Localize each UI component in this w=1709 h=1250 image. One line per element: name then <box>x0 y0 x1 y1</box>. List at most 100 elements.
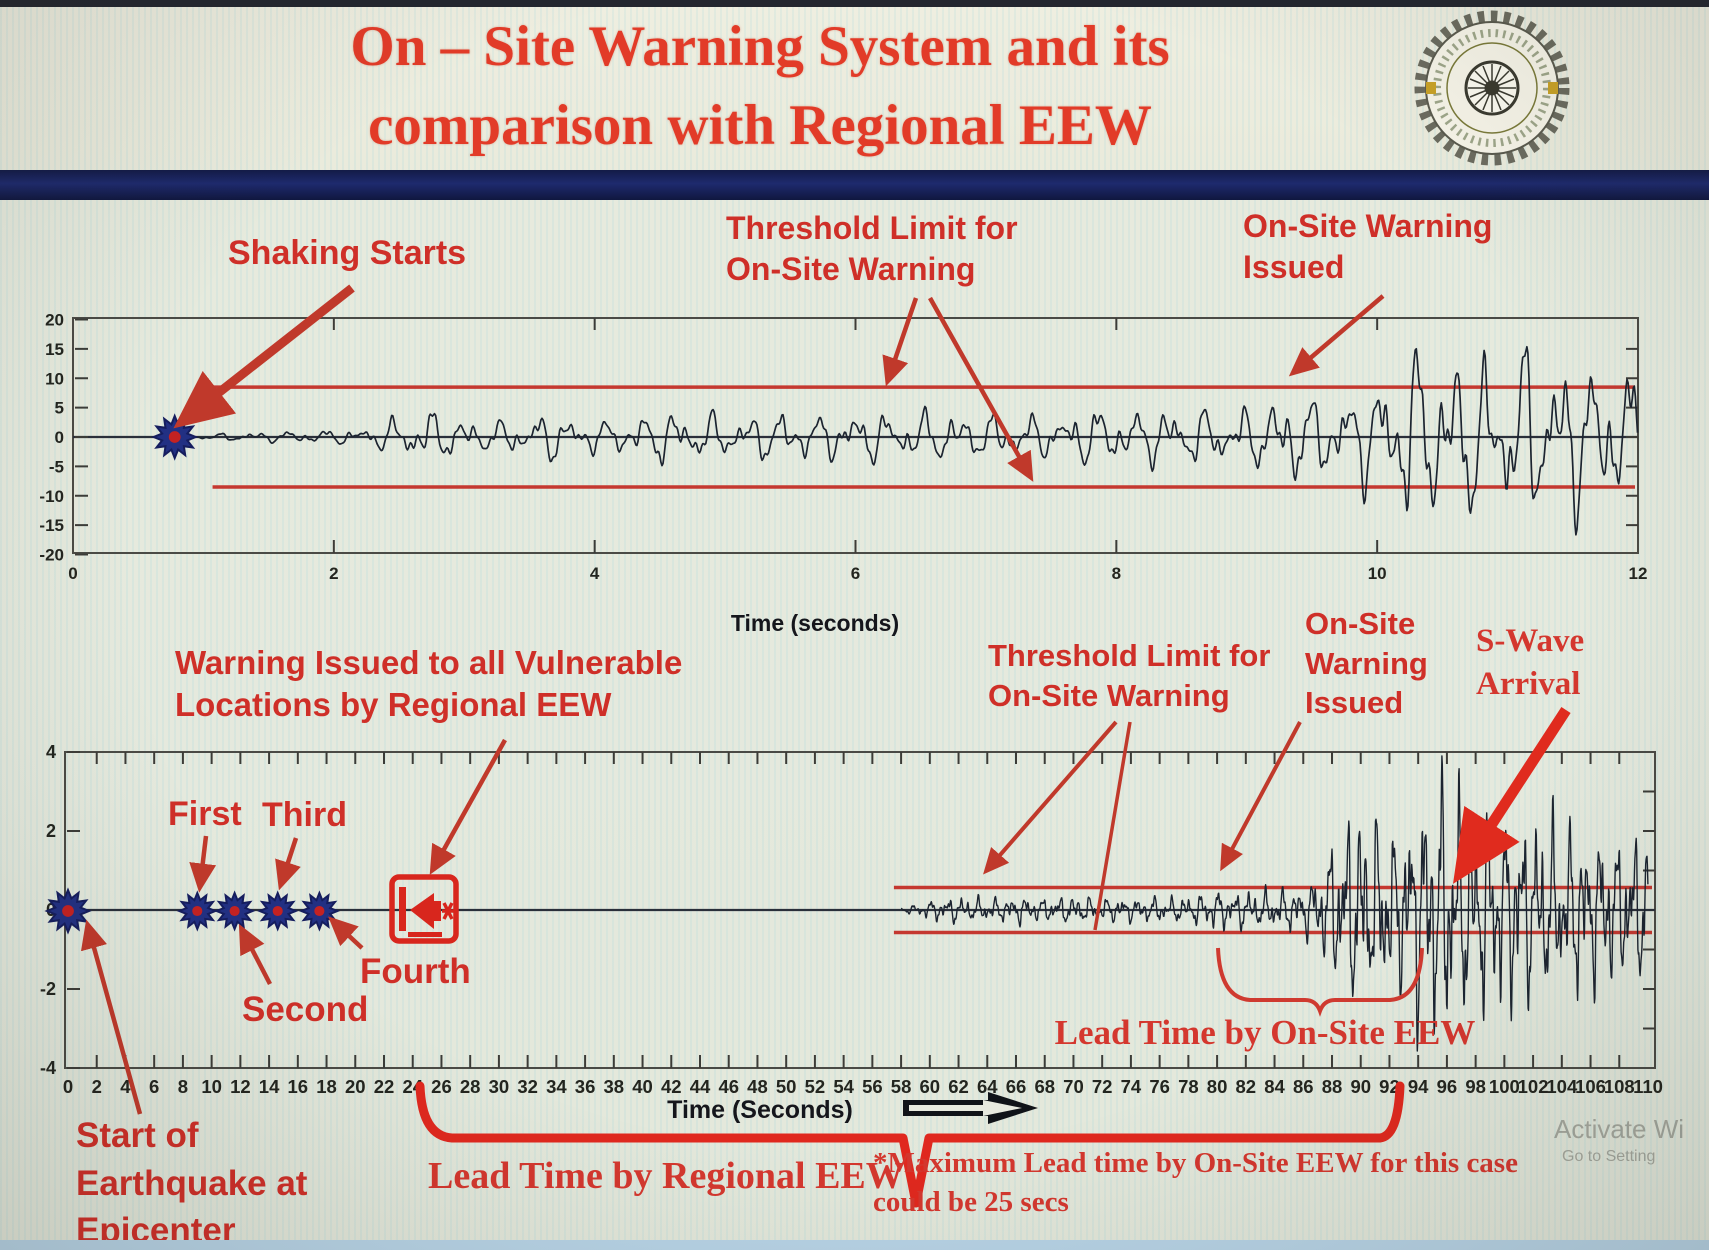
shaking-starts-star-core <box>168 431 181 443</box>
x-tick-label: 6 <box>149 1076 159 1097</box>
x-tick-label: 38 <box>604 1076 625 1097</box>
x-tick-label: 58 <box>891 1076 912 1097</box>
sensor-star-fourth-core <box>314 905 325 917</box>
x-tick-label: 40 <box>632 1076 653 1097</box>
label-warning-vulnerable: Warning Issued to all Vulnerable Locatio… <box>175 644 683 724</box>
lead-time-onsite-brace <box>1216 947 1424 1017</box>
x-tick-label: 78 <box>1178 1076 1199 1097</box>
y-tick-label: -20 <box>39 546 64 565</box>
x-tick-label: 98 <box>1465 1076 1486 1097</box>
label-threshold-bottom: Threshold Limit for On-Site Warning <box>988 638 1271 713</box>
y-tick-label: 2 <box>46 821 56 841</box>
label-first: First <box>168 795 242 833</box>
swave-arrival-arrow <box>1453 707 1571 884</box>
regional-warning-arrow <box>429 738 507 875</box>
x-tick-label: 30 <box>489 1076 510 1097</box>
x-tick-label: 94 <box>1408 1076 1429 1097</box>
x-tick-label: 106 <box>1575 1076 1606 1097</box>
threshold-top-arrow-left <box>882 297 919 387</box>
lead-time-regional-bracket <box>415 1081 1405 1208</box>
x-tick-label: 102 <box>1518 1076 1549 1097</box>
regional-warning-siren-icon <box>389 874 459 944</box>
bottom-chart: 420-2-4024681012141618202224262830323436… <box>40 742 1663 1097</box>
divider-bar <box>0 170 1709 200</box>
label-shaking-starts: Shaking Starts <box>228 234 467 272</box>
y-tick-label: -5 <box>49 457 64 476</box>
x-tick-label: 26 <box>431 1076 452 1097</box>
x-tick-label: 100 <box>1489 1076 1520 1097</box>
fourth-arrow <box>328 916 364 950</box>
x-tick-label: 4 <box>590 564 600 583</box>
onsite-issued-top-arrow <box>1288 294 1385 377</box>
logo-chakra <box>1464 60 1520 116</box>
label-fourth: Fourth <box>360 952 471 991</box>
x-tick-label: 16 <box>288 1076 309 1097</box>
x-tick-label: 2 <box>329 564 338 583</box>
title-line1: On – Site Warning System and its <box>350 15 1170 78</box>
label-third: Third <box>262 796 347 834</box>
x-tick-label: 56 <box>862 1076 883 1097</box>
y-tick-label: 20 <box>45 311 64 330</box>
x-tick-label: 104 <box>1546 1076 1578 1097</box>
sensor-star-third-core <box>272 905 283 917</box>
label-second: Second <box>242 990 369 1029</box>
x-tick-label: 108 <box>1604 1076 1635 1097</box>
shaking-starts-arrow <box>173 284 355 429</box>
photo-bottom-edge <box>0 1240 1709 1250</box>
g-top-frame <box>72 317 1639 554</box>
x-tick-label: 6 <box>851 564 860 583</box>
bottom-x-axis-title: Time (Seconds) <box>667 1096 853 1124</box>
y-tick-label: -15 <box>39 516 64 535</box>
y-tick-label: 4 <box>46 742 56 762</box>
threshold-top-arrow-right <box>928 296 1034 482</box>
sensor-star-first-core <box>192 905 203 917</box>
third-arrow <box>275 837 301 891</box>
x-tick-label: 42 <box>661 1076 682 1097</box>
x-tick-label: 0 <box>63 1076 73 1097</box>
second-arrow <box>238 924 272 986</box>
label-onsite-issued-top: On-Site Warning Issued <box>1243 208 1493 285</box>
x-tick-label: 0 <box>68 564 77 583</box>
label-lead-time-regional: Lead Time by Regional EEW <box>428 1155 904 1197</box>
x-tick-label: 52 <box>805 1076 826 1097</box>
y-tick-label: 5 <box>55 399 64 418</box>
iit-roorkee-logo <box>1414 10 1570 166</box>
label-lead-time-onsite: Lead Time by On-Site EEW <box>1054 1013 1476 1052</box>
x-tick-label: 22 <box>374 1076 395 1097</box>
threshold-bottom-pointer <box>1093 721 1132 931</box>
x-tick-label: 62 <box>948 1076 969 1097</box>
x-tick-label: 10 <box>1368 564 1387 583</box>
y-tick-label: 15 <box>45 340 64 359</box>
annotation-arrows <box>80 284 1571 1115</box>
watermark-settings: Go to Setting <box>1562 1148 1656 1165</box>
label-onsite-issued-bottom: On-Site Warning Issued <box>1305 606 1428 721</box>
x-tick-label: 84 <box>1264 1076 1285 1097</box>
x-tick-label: 96 <box>1437 1076 1458 1097</box>
x-tick-label: 44 <box>690 1076 711 1097</box>
x-tick-label: 12 <box>230 1076 251 1097</box>
sensor-star-second-core <box>229 905 240 917</box>
x-tick-label: 90 <box>1350 1076 1371 1097</box>
x-tick-label: 68 <box>1034 1076 1055 1097</box>
label-maximum-note: *Maximum Lead time by On-Site EEW for th… <box>873 1147 1518 1219</box>
threshold-bottom-arrow <box>983 720 1118 875</box>
x-tick-label: 4 <box>120 1076 131 1097</box>
x-tick-label: 64 <box>977 1076 998 1097</box>
label-threshold-top: Threshold Limit for On-Site Warning <box>726 210 1018 287</box>
x-tick-label: 92 <box>1379 1076 1400 1097</box>
x-tick-label: 34 <box>546 1076 567 1097</box>
x-tick-label: 70 <box>1063 1076 1084 1097</box>
x-tick-label: 10 <box>201 1076 222 1097</box>
x-tick-label: 18 <box>316 1076 337 1097</box>
g-top-waveform <box>174 345 1639 536</box>
top-x-axis-title: Time (seconds) <box>730 610 900 636</box>
x-tick-label: 72 <box>1092 1076 1113 1097</box>
y-tick-label: -10 <box>39 487 64 506</box>
g-bottom-waveform <box>900 755 1649 1052</box>
x-tick-label: 66 <box>1006 1076 1027 1097</box>
x-tick-label: 12 <box>1629 564 1648 583</box>
x-tick-label: 8 <box>1112 564 1121 583</box>
